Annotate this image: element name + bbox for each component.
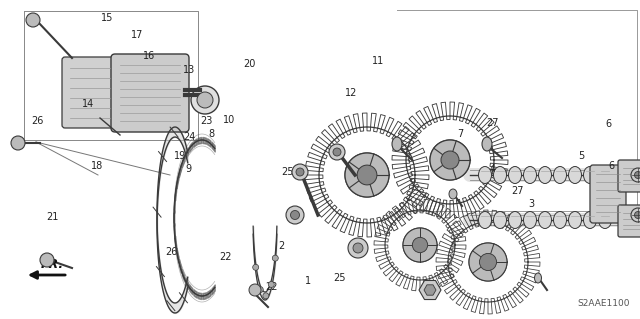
- Ellipse shape: [493, 167, 506, 183]
- Text: 19: 19: [174, 151, 187, 161]
- Text: 21: 21: [46, 212, 59, 222]
- Circle shape: [26, 13, 40, 27]
- Ellipse shape: [568, 211, 582, 228]
- Circle shape: [191, 86, 219, 114]
- Circle shape: [441, 151, 459, 169]
- Polygon shape: [419, 280, 441, 300]
- Text: 14: 14: [82, 99, 95, 109]
- Circle shape: [479, 254, 497, 271]
- FancyBboxPatch shape: [618, 205, 640, 237]
- Text: 22: 22: [219, 252, 232, 262]
- Text: 17: 17: [131, 30, 144, 40]
- FancyBboxPatch shape: [62, 57, 118, 128]
- Ellipse shape: [524, 167, 536, 183]
- Circle shape: [286, 206, 304, 224]
- Text: 3: 3: [528, 199, 534, 209]
- Ellipse shape: [598, 167, 611, 183]
- Polygon shape: [345, 153, 389, 197]
- Ellipse shape: [449, 189, 457, 199]
- Text: 27: 27: [511, 186, 524, 197]
- Circle shape: [197, 92, 213, 108]
- FancyBboxPatch shape: [111, 54, 189, 132]
- Text: 16: 16: [143, 51, 156, 61]
- Text: 6: 6: [605, 119, 611, 130]
- Text: 22: 22: [266, 282, 278, 292]
- Ellipse shape: [509, 167, 522, 183]
- Ellipse shape: [538, 167, 552, 183]
- Polygon shape: [424, 285, 436, 295]
- Circle shape: [631, 168, 640, 182]
- Circle shape: [11, 136, 25, 150]
- Text: 6: 6: [608, 161, 614, 171]
- Circle shape: [634, 172, 640, 179]
- Text: 26: 26: [31, 116, 44, 126]
- Text: 10: 10: [223, 115, 236, 125]
- Circle shape: [263, 293, 269, 299]
- Text: 5: 5: [578, 151, 584, 161]
- Circle shape: [291, 211, 300, 219]
- Circle shape: [634, 211, 640, 219]
- Text: 9: 9: [186, 164, 192, 174]
- Text: 25: 25: [333, 272, 346, 283]
- Ellipse shape: [568, 167, 582, 183]
- Ellipse shape: [509, 211, 522, 228]
- Circle shape: [257, 286, 263, 293]
- Circle shape: [268, 281, 275, 287]
- Ellipse shape: [479, 211, 492, 228]
- Circle shape: [412, 237, 428, 253]
- Ellipse shape: [584, 211, 596, 228]
- Circle shape: [40, 253, 54, 267]
- Ellipse shape: [554, 211, 566, 228]
- Text: 8: 8: [208, 129, 214, 139]
- Ellipse shape: [479, 167, 492, 183]
- Text: 23: 23: [200, 116, 212, 126]
- FancyBboxPatch shape: [618, 160, 640, 192]
- Ellipse shape: [584, 167, 596, 183]
- Text: 24: 24: [183, 132, 196, 142]
- Text: 13: 13: [182, 65, 195, 75]
- Text: S2AAE1100: S2AAE1100: [577, 299, 630, 308]
- Circle shape: [249, 284, 261, 296]
- Circle shape: [348, 238, 368, 258]
- Polygon shape: [430, 140, 470, 180]
- Circle shape: [292, 164, 308, 180]
- Text: 1: 1: [305, 276, 312, 286]
- Ellipse shape: [554, 167, 566, 183]
- Ellipse shape: [482, 137, 492, 151]
- Circle shape: [333, 148, 341, 156]
- Circle shape: [329, 144, 345, 160]
- Text: 12: 12: [344, 87, 357, 98]
- Text: 7: 7: [458, 129, 464, 139]
- Text: FR.: FR.: [40, 258, 63, 271]
- Circle shape: [353, 243, 363, 253]
- Text: 26: 26: [165, 247, 178, 257]
- Text: 27: 27: [486, 118, 499, 128]
- Text: 4: 4: [490, 164, 496, 174]
- Circle shape: [253, 264, 259, 270]
- Circle shape: [272, 255, 278, 261]
- Ellipse shape: [524, 211, 536, 228]
- Polygon shape: [403, 228, 437, 262]
- Ellipse shape: [538, 211, 552, 228]
- Text: 15: 15: [101, 12, 114, 23]
- Text: 18: 18: [91, 161, 104, 171]
- Ellipse shape: [392, 137, 402, 151]
- FancyBboxPatch shape: [590, 165, 626, 223]
- Ellipse shape: [493, 211, 506, 228]
- Ellipse shape: [534, 273, 541, 283]
- Text: 25: 25: [282, 167, 294, 177]
- Polygon shape: [469, 243, 507, 281]
- Circle shape: [357, 165, 377, 185]
- Text: 20: 20: [243, 59, 256, 69]
- Text: 11: 11: [371, 56, 384, 66]
- Circle shape: [296, 168, 304, 176]
- Circle shape: [631, 208, 640, 222]
- Ellipse shape: [598, 211, 611, 228]
- Text: 2: 2: [278, 241, 285, 251]
